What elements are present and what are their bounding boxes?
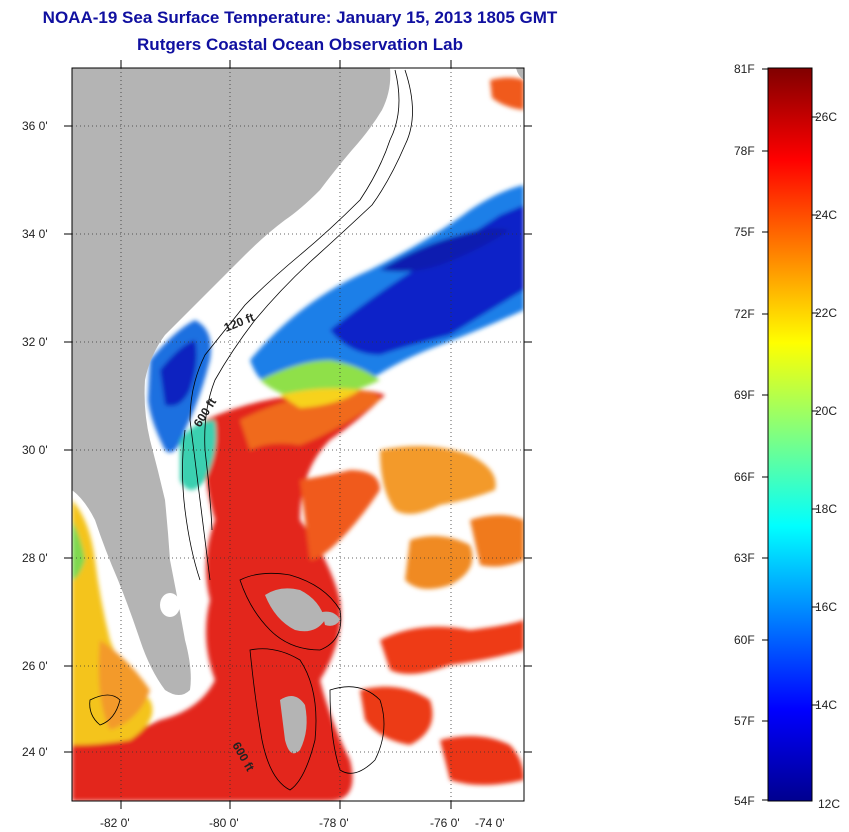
cb-f-label: 57F	[734, 714, 755, 728]
colorbar-fahrenheit-labels: 81F 78F 75F 72F 69F 66F 63F 60F 57F 54F	[734, 62, 755, 808]
longitude-labels: -82 0' -80 0' -78 0' -76 0' -74 0'	[100, 816, 505, 830]
cb-f-label: 54F	[734, 794, 755, 808]
cb-c-label: 12C	[818, 797, 840, 811]
lat-label: 30 0'	[22, 443, 48, 457]
map-frame	[71, 67, 525, 802]
cb-c-label: 24C	[815, 208, 837, 222]
cb-c-label: 16C	[815, 600, 837, 614]
isobath-contours	[89, 69, 413, 791]
lat-label: 28 0'	[22, 551, 48, 565]
lon-label: -74 0'	[475, 816, 505, 830]
cb-f-label: 78F	[734, 144, 755, 158]
cb-c-label: 22C	[815, 306, 837, 320]
colorbar	[767, 67, 813, 802]
lon-label: -80 0'	[209, 816, 239, 830]
colorbar-ticks	[762, 68, 818, 801]
cb-f-label: 60F	[734, 633, 755, 647]
land	[72, 68, 524, 754]
lon-label: -76 0'	[430, 816, 460, 830]
cb-f-label: 81F	[734, 62, 755, 76]
cb-f-label: 72F	[734, 307, 755, 321]
latitude-labels: 36 0' 34 0' 32 0' 30 0' 28 0' 26 0' 24 0…	[22, 119, 48, 759]
lon-label: -78 0'	[319, 816, 349, 830]
cb-c-label: 26C	[815, 110, 837, 124]
graticule	[72, 68, 524, 801]
lat-label: 34 0'	[22, 227, 48, 241]
cb-f-label: 63F	[734, 551, 755, 565]
cb-c-label: 20C	[815, 404, 837, 418]
cb-f-label: 75F	[734, 225, 755, 239]
colorbar-celsius-labels: 26C 24C 22C 20C 18C 16C 14C 12C	[815, 110, 840, 811]
lat-label: 36 0'	[22, 119, 48, 133]
cb-c-label: 14C	[815, 698, 837, 712]
cb-c-label: 18C	[815, 502, 837, 516]
map-title: NOAA-19 Sea Surface Temperature: January…	[42, 8, 558, 27]
sst-field	[72, 77, 524, 801]
axis-ticks	[64, 60, 532, 809]
map-subtitle: Rutgers Coastal Ocean Observation Lab	[137, 35, 463, 54]
cb-f-label: 66F	[734, 470, 755, 484]
cb-f-label: 69F	[734, 388, 755, 402]
lat-label: 24 0'	[22, 745, 48, 759]
lat-label: 32 0'	[22, 335, 48, 349]
lon-label: -82 0'	[100, 816, 130, 830]
lat-label: 26 0'	[22, 659, 48, 673]
